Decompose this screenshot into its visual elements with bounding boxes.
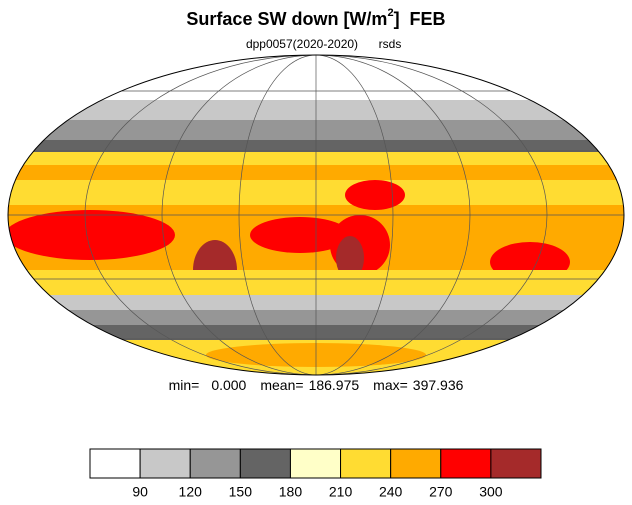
stats: min= 0.000 mean= 186.975 max= 397.936 (169, 377, 464, 393)
colorbar-box (490, 448, 542, 479)
colorbar-label: 150 (229, 484, 253, 500)
colorbar-label: 270 (429, 484, 453, 500)
stat-label: max= (373, 377, 408, 393)
stat-label: min= (169, 377, 200, 393)
colorbar-label: 180 (279, 484, 303, 500)
stat-value: 0.000 (211, 377, 246, 393)
stats-line: min= 0.000 mean= 186.975 max= 397.936 (169, 377, 464, 393)
colorbar-box (390, 448, 442, 479)
title-superscript: 2 (387, 7, 393, 19)
colorbar-box (89, 448, 141, 479)
globe-outline (7, 54, 625, 376)
colorbar-box (440, 448, 492, 479)
colorbar-label: 240 (379, 484, 403, 500)
stat-value: 397.936 (413, 377, 464, 393)
colorbar-label: 90 (132, 484, 148, 500)
subtitle-left: dpp0057(2020-2020) (246, 37, 358, 51)
colorbar-label: 210 (329, 484, 353, 500)
colorbar-label: 300 (479, 484, 503, 500)
colorbar-box (289, 448, 342, 479)
colorbar-box (189, 448, 241, 479)
title-text: Surface SW down [W/m (186, 9, 387, 29)
colorbar-box (239, 448, 291, 479)
graticule (8, 55, 624, 375)
title: Surface SW down [W/m2] FEB (186, 7, 445, 29)
colorbar-label: 120 (179, 484, 203, 500)
colorbar: 90 120 150 180 210 240 270 300 (89, 448, 542, 500)
subtitle-right: rsds (379, 37, 402, 51)
stat-label: mean= (260, 377, 303, 393)
stat-value: 186.975 (309, 377, 360, 393)
colorbar-box (340, 448, 392, 479)
colorbar-box (139, 448, 191, 479)
title-suffix: ] FEB (394, 9, 446, 29)
